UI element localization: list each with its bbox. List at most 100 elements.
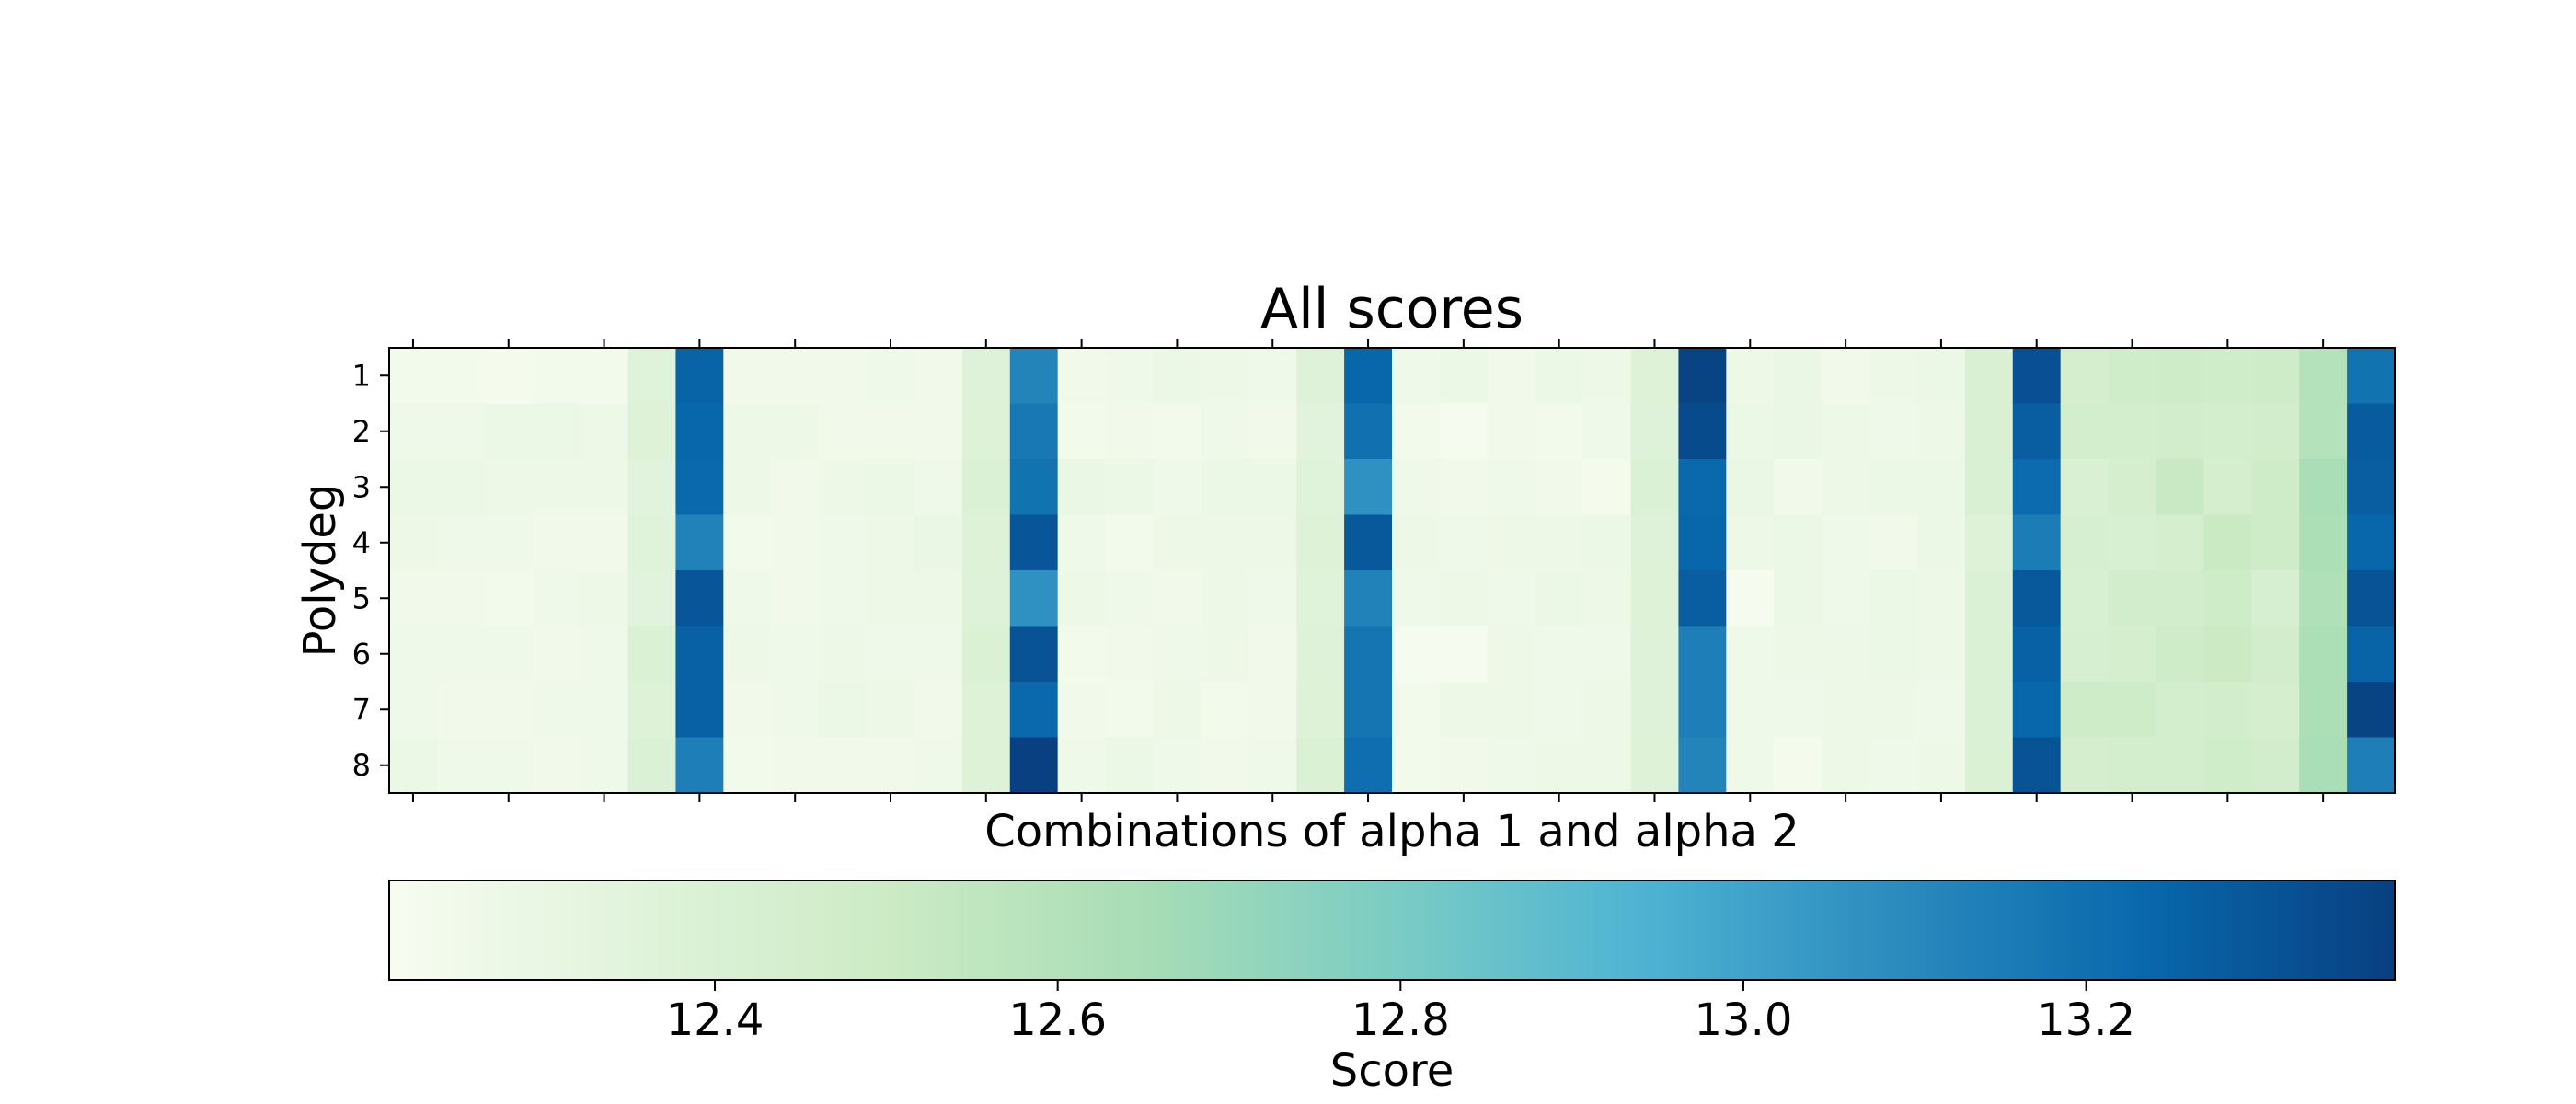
heatmap-cell (867, 682, 915, 739)
x-axis-ticks (411, 339, 2325, 802)
heatmap-cell (484, 682, 534, 739)
heatmap-cell (1916, 348, 1966, 405)
heatmap-cell (436, 403, 486, 460)
heatmap-cell (2156, 626, 2204, 683)
heatmap-cell (1201, 459, 1249, 516)
heatmap-cell (1678, 514, 1727, 571)
heatmap-cell (961, 403, 1011, 460)
heatmap-cell (723, 570, 772, 627)
heatmap-cell (1248, 626, 1297, 683)
heatmap-cell (1582, 403, 1632, 460)
heatmap-cell (1774, 348, 1823, 405)
heatmap-cell (2347, 514, 2396, 571)
heatmap-cell (1726, 682, 1775, 739)
heatmap-cell (1439, 626, 1489, 683)
heatmap-cell (1630, 459, 1680, 516)
heatmap-cell (819, 348, 868, 405)
heatmap-cell (2203, 459, 2252, 516)
heatmap-cell (675, 626, 724, 683)
heatmap-cell (914, 626, 963, 683)
colorbar-ticks: 12.4 12.6 12.8 13.0 13.2 (666, 980, 2135, 1046)
heatmap-cell (1822, 626, 1870, 683)
heatmap-cell (1439, 737, 1489, 794)
heatmap-cell (1296, 570, 1345, 627)
heatmap-cell (1105, 682, 1155, 739)
y-axis-ticks: 1 2 3 4 5 6 7 8 (352, 358, 389, 783)
heatmap-cell (1582, 682, 1632, 739)
heatmap-cell (1582, 737, 1632, 794)
heatmap-cell (1439, 348, 1489, 405)
heatmap-cell (2156, 737, 2204, 794)
heatmap-cell (914, 403, 963, 460)
heatmap-cell (2156, 348, 2204, 405)
heatmap-cell (1439, 459, 1489, 516)
heatmap-cell (723, 459, 772, 516)
heatmap-cell (1248, 459, 1297, 516)
heatmap-cell (2203, 570, 2252, 627)
heatmap-cell (1201, 514, 1249, 571)
heatmap-cell (627, 626, 677, 683)
colorbar-label: Score (1330, 1045, 1454, 1097)
heatmap-cell (1105, 348, 1155, 405)
heatmap-cell (819, 403, 868, 460)
heatmap-cell (675, 737, 724, 794)
heatmap-cell (1630, 737, 1680, 794)
heatmap-cell (961, 348, 1011, 405)
heatmap-cell (1726, 514, 1775, 571)
heatmap-cell (2156, 570, 2204, 627)
heatmap-cell (1153, 514, 1202, 571)
heatmap-cell (1153, 459, 1202, 516)
heatmap-cell (1726, 626, 1775, 683)
heatmap-cell (484, 348, 534, 405)
heatmap-cell (1487, 737, 1536, 794)
heatmap-cell (1582, 570, 1632, 627)
heatmap-cell (1964, 682, 2014, 739)
heatmap-cell (1726, 570, 1775, 627)
heatmap-cell (1392, 682, 1441, 739)
heatmap-cell (2108, 737, 2157, 794)
heatmap-cell (1344, 682, 1393, 739)
heatmap-cell (1535, 626, 1584, 683)
heatmap-cell (1392, 626, 1441, 683)
heatmap-cell (1296, 348, 1345, 405)
heatmap-cell (2251, 514, 2300, 571)
heatmap-cell (1630, 626, 1680, 683)
heatmap-cell (1344, 514, 1393, 571)
heatmap-cell (961, 626, 1011, 683)
heatmap-cell (436, 737, 486, 794)
heatmap-cell (1487, 403, 1536, 460)
heatmap-cell (961, 570, 1011, 627)
heatmap-cell (1916, 514, 1966, 571)
heatmap-cell (389, 682, 438, 739)
heatmap-cell (389, 570, 438, 627)
heatmap-cell (1201, 403, 1249, 460)
heatmap-cell (914, 514, 963, 571)
heatmap-cell (580, 403, 629, 460)
heatmap-cell (1057, 570, 1107, 627)
heatmap-cell (1630, 514, 1680, 571)
heatmap-cell (580, 514, 629, 571)
heatmap-cell (2299, 514, 2348, 571)
heatmap-cell (1057, 737, 1107, 794)
heatmap-cell (484, 626, 534, 683)
heatmap-cell (2251, 737, 2300, 794)
heatmap-cell (1916, 737, 1966, 794)
heatmap-cell (1105, 514, 1155, 571)
colorbar-tick-label: 13.2 (2037, 995, 2135, 1046)
heatmap-cell (580, 348, 629, 405)
heatmap-cell (1822, 348, 1870, 405)
heatmap-cell (580, 626, 629, 683)
heatmap-cell (1869, 403, 1918, 460)
heatmap-cell (1057, 348, 1107, 405)
heatmap-cell (2347, 626, 2396, 683)
heatmap-cell (723, 514, 772, 571)
heatmap-cell (723, 348, 772, 405)
heatmap-cell (2108, 348, 2157, 405)
heatmap-cell (1153, 682, 1202, 739)
heatmap-cell (2108, 626, 2157, 683)
heatmap-cell (627, 570, 677, 627)
heatmap-cell (532, 570, 581, 627)
heatmap-cell (819, 459, 868, 516)
heatmap-cell (1678, 403, 1727, 460)
heatmap-cell (2299, 626, 2348, 683)
